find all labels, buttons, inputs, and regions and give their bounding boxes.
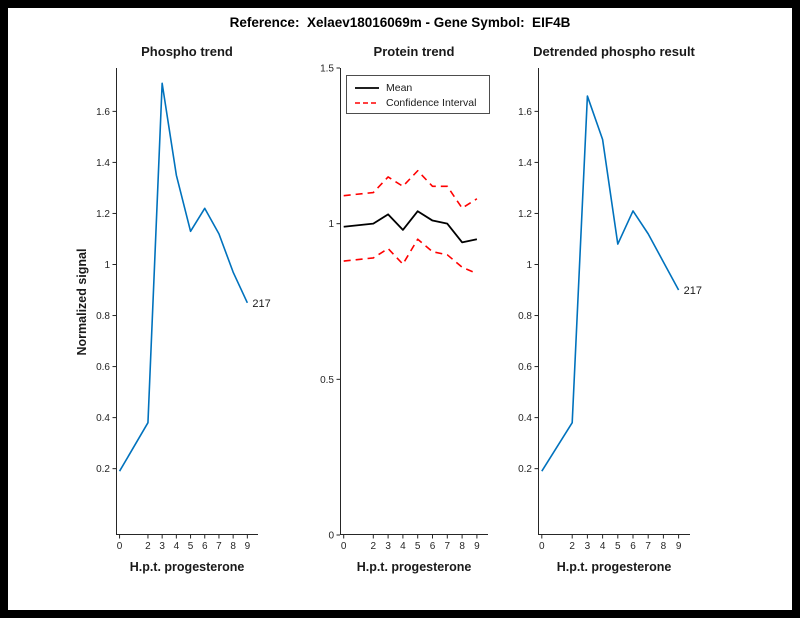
y-axis-label: Normalized signal	[75, 248, 89, 355]
y-tick-label: 0.4	[96, 413, 110, 424]
x-axis-label: H.p.t. progesterone	[129, 560, 245, 574]
y-tick-label: 1	[328, 219, 334, 230]
x-tick-label: 9	[676, 541, 682, 552]
y-tick-label: 0.8	[96, 311, 110, 322]
series-line	[343, 238, 478, 275]
phospho-trend-title: Phospho trend	[141, 44, 233, 59]
x-tick-label: 7	[216, 541, 222, 552]
x-tick-label: 9	[474, 541, 480, 552]
series-line	[343, 169, 478, 209]
x-tick-label: 5	[188, 541, 194, 552]
x-tick-label: 3	[585, 541, 591, 552]
legend: Mean Confidence Interval	[346, 75, 490, 114]
y-tick-label: 1.4	[518, 158, 532, 169]
x-axis-label: H.p.t. progesterone	[556, 560, 672, 574]
series-end-label: 217	[252, 298, 270, 310]
x-tick-label: 0	[341, 541, 347, 552]
x-tick-label: 2	[145, 541, 151, 552]
x-tick-label: 3	[385, 541, 391, 552]
x-tick-label: 4	[400, 541, 406, 552]
y-tick-label: 1	[104, 260, 110, 271]
x-tick-label: 3	[159, 541, 165, 552]
x-tick-label: 8	[230, 541, 236, 552]
x-tick-label: 6	[202, 541, 208, 552]
x-tick-label: 5	[415, 541, 421, 552]
y-tick-label: 1.5	[320, 64, 334, 75]
subplot-protein-trend: Protein trend 0 2 3 4 5 6 7 8 9 0 0.5 1 1.5 Mean Con…	[320, 44, 490, 574]
y-tick-label: 0	[328, 531, 334, 542]
y-tick-label: 0.2	[518, 464, 532, 475]
y-tick-label: 1.4	[96, 158, 110, 169]
confidence-interval-swatch	[355, 101, 379, 104]
series-line	[118, 82, 249, 472]
x-tick-label: 9	[245, 541, 251, 552]
legend-label-confidence-interval: Confidence Interval	[386, 96, 477, 109]
y-tick-label: 0.2	[96, 464, 110, 475]
y-tick-label: 0.8	[518, 311, 532, 322]
y-tick-label: 0.4	[518, 413, 532, 424]
x-tick-label: 8	[661, 541, 667, 552]
y-tick-label: 1.6	[96, 107, 110, 118]
figure-title: Reference: Xelaev18016069m - Gene Symbol…	[229, 15, 571, 30]
series-line	[541, 95, 680, 472]
protein-trend-title: Protein trend	[373, 44, 455, 59]
y-tick-label: 1	[526, 260, 532, 271]
x-tick-label: 7	[645, 541, 651, 552]
x-axis-label: H.p.t. progesterone	[356, 560, 472, 574]
x-tick-label: 7	[445, 541, 451, 552]
detrended-phospho-chart: 0 2 3 4 5 6 7 8 9 0.2 0.4 0.6 0.8 1 1.2 1.4 1.6 217	[518, 68, 702, 552]
detrended-phospho-title: Detrended phospho result	[533, 44, 695, 59]
figure-canvas: Reference: Xelaev18016069m - Gene Symbol…	[8, 8, 792, 610]
legend-item-mean: Mean	[354, 80, 489, 95]
series-line	[343, 210, 478, 244]
x-tick-label: 0	[117, 541, 123, 552]
x-tick-label: 2	[371, 541, 377, 552]
protein-trend-chart: 0 2 3 4 5 6 7 8 9 0 0.5 1 1.5	[320, 64, 488, 552]
y-tick-label: 1.6	[518, 107, 532, 118]
y-tick-label: 1.2	[96, 209, 110, 220]
subplot-detrended-phospho: Detrended phospho result 0 2 3 4 5 6 7 8 9 0.2 0.4…	[518, 44, 702, 574]
y-tick-label: 0.6	[518, 362, 532, 373]
x-tick-label: 5	[615, 541, 621, 552]
legend-label-mean: Mean	[386, 81, 413, 94]
x-tick-label: 0	[539, 541, 545, 552]
y-tick-label: 1.2	[518, 209, 532, 220]
x-tick-label: 4	[174, 541, 180, 552]
phospho-trend-chart: 0 2 3 4 5 6 7 8 9 0.2 0.4 0.6 0.8 1 1.2 1.4 1.6 217	[96, 68, 271, 552]
x-tick-label: 8	[459, 541, 465, 552]
y-tick-label: 0.5	[320, 375, 334, 386]
x-tick-label: 6	[630, 541, 636, 552]
x-tick-label: 2	[569, 541, 575, 552]
legend-item-confidence-interval: Confidence Interval	[354, 95, 489, 110]
x-tick-label: 6	[430, 541, 436, 552]
y-tick-label: 0.6	[96, 362, 110, 373]
x-tick-label: 4	[600, 541, 606, 552]
mean-line-swatch	[355, 86, 379, 89]
series-end-label: 217	[684, 285, 702, 297]
